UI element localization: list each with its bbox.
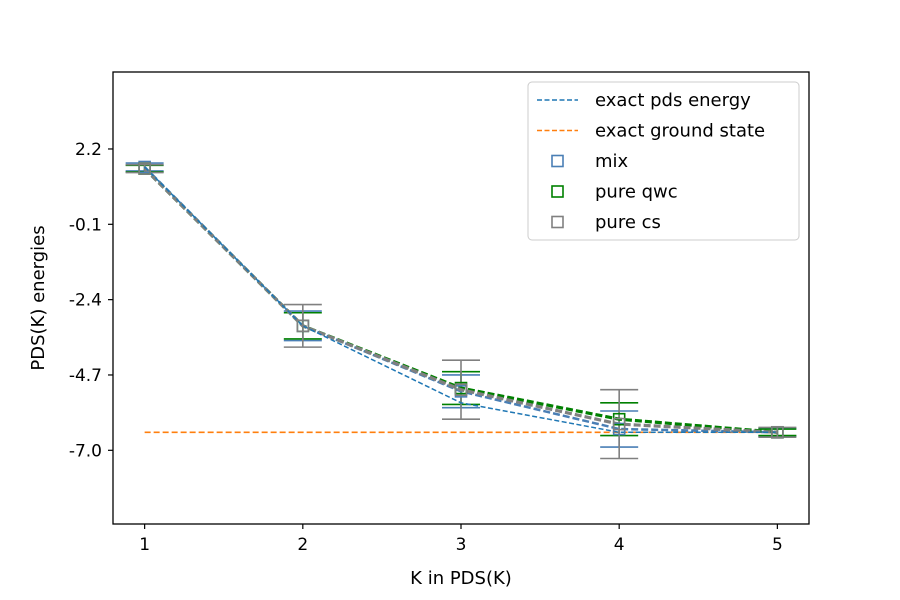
x-tick-label: 3 <box>456 535 467 555</box>
y-axis-label: PDS(K) energies <box>28 225 49 370</box>
series-line-mix <box>143 166 778 434</box>
y-tick-label: -4.7 <box>69 366 102 386</box>
marker-pure-cs-5 <box>771 425 784 439</box>
legend-label: pure qwc <box>595 182 678 203</box>
legend-entry-pure-qwc: pure qwc <box>551 182 678 203</box>
legend-entry-exact-ground-state: exact ground state <box>537 121 765 142</box>
legend-entry-mix: mix <box>551 151 629 172</box>
x-tick-label: 4 <box>614 535 625 555</box>
legend-entry-exact-pds-energy: exact pds energy <box>537 90 751 111</box>
legend-label: mix <box>595 151 629 172</box>
marker-pure-cs-2 <box>296 319 310 333</box>
legend: exact pds energy exact ground state mix pur… <box>527 81 800 241</box>
x-tick-label: 2 <box>297 535 308 555</box>
legend-entry-pure-cs: pure cs <box>551 212 661 233</box>
plot-area <box>125 160 797 460</box>
legend-label: exact ground state <box>595 121 765 142</box>
legend-marker-swatch <box>551 215 564 229</box>
y-tick-label: 2.2 <box>75 140 102 160</box>
y-tick-label: -7.0 <box>69 441 102 461</box>
series-line-pure-cs <box>143 167 778 434</box>
marker-pure-cs-1 <box>138 162 151 175</box>
legend-marker-swatch <box>551 154 564 168</box>
y-tick-label: -2.4 <box>69 291 102 311</box>
marker-pure-cs-3 <box>454 383 468 397</box>
x-tick-label: 5 <box>772 535 783 555</box>
exact-pds-energy-line <box>144 166 778 434</box>
x-tick-label: 1 <box>139 535 150 555</box>
legend-label: exact pds energy <box>595 90 751 111</box>
axes: 1 2 3 4 5 2.2 -0.1 -2.4 -4.7 -7.0 <box>69 71 810 555</box>
legend-box <box>527 81 800 241</box>
legend-label: pure cs <box>595 212 661 233</box>
y-tick-label: -0.1 <box>69 215 102 235</box>
marker-pure-cs-4 <box>612 417 626 431</box>
x-axis-label: K in PDS(K) <box>410 568 512 589</box>
legend-marker-swatch <box>551 185 564 198</box>
